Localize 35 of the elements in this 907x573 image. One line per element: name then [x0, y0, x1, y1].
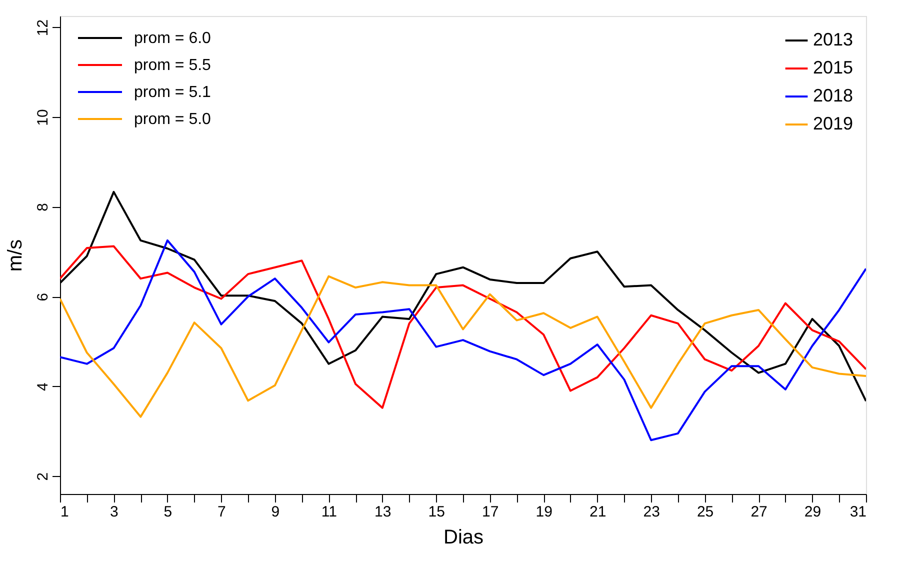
y-axis-title: m/s — [4, 239, 26, 272]
x-tick-label: 5 — [164, 504, 172, 520]
line-series — [60, 245, 866, 409]
y-tick-label: 2 — [34, 472, 52, 481]
x-tick-label: 9 — [271, 504, 280, 520]
annotation: prom = 5.5 — [134, 57, 212, 74]
annotation: prom = 5.0 — [134, 111, 212, 128]
x-tick-label: 25 — [696, 504, 714, 520]
annotation: prom = 6.0 — [134, 30, 212, 47]
y-tick-label: 4 — [34, 382, 52, 391]
x-tick-label: 21 — [589, 504, 606, 520]
x-tick-label: 15 — [428, 504, 445, 520]
x-tick-label: 19 — [536, 504, 552, 520]
legend-label: 2019 — [813, 114, 854, 134]
x-tick-label: 23 — [643, 504, 660, 520]
x-tick-label: 3 — [110, 504, 118, 520]
line-series — [60, 275, 866, 418]
legend-label: 2018 — [813, 86, 854, 106]
x-tick-label: 11 — [321, 504, 337, 520]
annotation: prom = 5.1 — [134, 84, 212, 101]
y-tick-label: 6 — [34, 292, 52, 302]
legend-label: 2013 — [813, 30, 854, 50]
x-tick-label: 27 — [750, 504, 768, 520]
y-tick-label: 12 — [34, 19, 52, 36]
x-tick-label: 29 — [804, 504, 822, 520]
x-tick-label: 31 — [850, 504, 866, 520]
x-tick-label: 1 — [60, 504, 69, 520]
x-tick-label: 13 — [374, 504, 392, 520]
y-tick-label: 8 — [34, 203, 52, 212]
line-series — [60, 239, 866, 442]
y-tick-label: 10 — [34, 109, 52, 126]
x-tick-label: 7 — [218, 504, 226, 520]
legend-label: 2015 — [813, 58, 854, 78]
x-axis-title: Dias — [443, 526, 484, 548]
x-tick-label: 17 — [482, 504, 499, 520]
